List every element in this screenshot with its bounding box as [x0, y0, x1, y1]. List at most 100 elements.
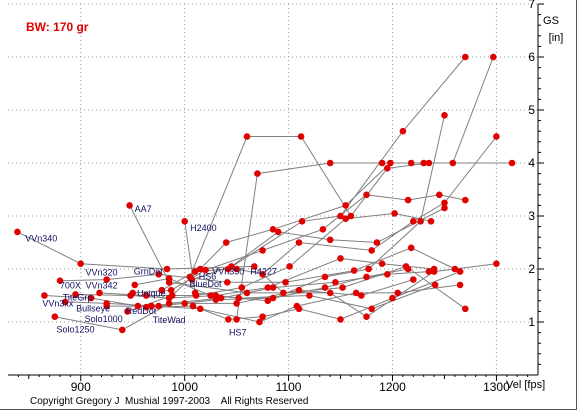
data-point-h4227 [368, 247, 376, 254]
series-label-aa7: AA7 [135, 204, 152, 214]
data-point-titewad [197, 265, 204, 273]
data-point-hs6 [297, 133, 305, 140]
data-point-hs6 [425, 159, 433, 167]
data-point-700x [192, 292, 200, 299]
data-point-700x [142, 292, 150, 299]
data-point-unique [319, 226, 327, 233]
data-point-h4227 [493, 133, 500, 140]
data-point-grndot [417, 218, 424, 225]
y-tick-label: 4 [528, 156, 535, 170]
data-point-vvn4xx [430, 265, 438, 273]
data-point-hs7 [254, 170, 261, 177]
series-label-bullseye: Bullseye [76, 303, 110, 313]
data-point-solo1000 [352, 289, 360, 297]
data-point-hs7 [407, 159, 415, 167]
series-label-titegrp: TiteGrp [63, 292, 93, 302]
data-point-solo1250 [384, 271, 391, 278]
x-tick-label: 1200 [379, 380, 406, 394]
data-point-titewad [342, 202, 350, 209]
data-point-titegrp [41, 292, 48, 299]
data-point-vvn350 [191, 268, 199, 275]
series-label-solo1000: Solo1000 [85, 314, 123, 324]
data-point-solo1250 [51, 313, 59, 321]
data-point-vvn350 [337, 212, 344, 220]
data-point-solo1000 [394, 289, 402, 297]
data-point-h2400 [431, 281, 439, 289]
data-point-titegrp [181, 300, 188, 307]
series-label-h2400: H2400 [190, 223, 217, 233]
data-point-h2400 [368, 305, 376, 313]
data-point-hs6 [243, 133, 251, 140]
data-point-bullseye [404, 265, 412, 273]
data-point-unique [363, 191, 370, 199]
data-point-unique [462, 196, 469, 204]
data-point-solo1000 [256, 318, 263, 326]
data-point-unique [167, 286, 175, 294]
data-point-bullseye [61, 298, 69, 306]
series-label-hs6: HS6 [199, 272, 217, 282]
data-point-vvn350 [462, 53, 469, 61]
data-point-hs6 [384, 165, 391, 172]
data-point-700x [342, 215, 350, 222]
series-label-vvn320: VVn320 [85, 267, 117, 277]
data-point-vvn340 [339, 284, 346, 291]
data-point-titewad [420, 159, 428, 167]
data-point-vvn320 [103, 276, 110, 283]
data-point-unique [259, 247, 266, 254]
data-point-vvn340 [163, 265, 171, 273]
data-point-bullseye [363, 273, 370, 281]
data-point-vvn320 [407, 244, 415, 252]
series-labels: VVn340 AA7 H2400 VVn320 GrnDot 700X VVn342 VVn3… [25, 204, 277, 337]
data-point-solo1000 [197, 305, 204, 313]
data-point-solo1250 [165, 300, 173, 307]
data-point-bullseye [269, 294, 277, 302]
series-line-vvn4xx [75, 257, 435, 299]
series-line-titegrp [44, 279, 414, 307]
data-point-titewad [387, 159, 394, 167]
data-point-vvn350 [298, 218, 306, 225]
data-point-titegrp [410, 276, 417, 283]
data-point-bullseye [155, 302, 162, 310]
data-point-vvn4xx [337, 255, 344, 262]
data-point-700x [96, 289, 103, 297]
data-point-grndot [365, 265, 372, 273]
data-point-h4227 [410, 218, 417, 225]
copyright-notice: Copyright Gregory J Mushial 1997-2003 Al… [30, 396, 308, 407]
data-point-bluedot [274, 228, 282, 236]
series-label-h4227: H4227 [250, 266, 277, 276]
data-point-titewad [222, 239, 230, 246]
data-point-solo1250 [217, 294, 225, 302]
data-point-grndot [441, 112, 448, 119]
data-point-h4227 [441, 199, 448, 207]
data-point-hs7 [449, 159, 457, 167]
data-point-reddot [225, 316, 232, 323]
data-point-vvn350 [399, 127, 407, 135]
series-points [14, 53, 516, 334]
data-point-vvn4xx [72, 291, 79, 298]
series-label-titewad: TiteWad [153, 315, 186, 325]
series-label-vvn340: VVn340 [25, 233, 57, 243]
data-point-vvn320 [224, 279, 231, 286]
data-point-vvn340 [251, 263, 258, 270]
y-tick-label: 6 [528, 50, 535, 64]
data-point-solo1000 [148, 302, 155, 310]
series-line-bluedot [191, 207, 445, 281]
series-label-solo1250: Solo1250 [56, 325, 94, 335]
data-point-h4227 [233, 265, 240, 273]
x-axis-label: Vel [fps] [506, 379, 545, 391]
data-point-vvn320 [282, 279, 289, 286]
data-point-aa7 [326, 289, 334, 297]
series-line-hs6 [189, 136, 429, 278]
data-point-vvn320 [350, 267, 358, 274]
data-point-solo1000 [103, 302, 110, 310]
data-point-bluedot [373, 239, 381, 246]
data-point-titewad [168, 292, 176, 299]
data-point-h4227 [295, 239, 303, 246]
data-point-h2400 [235, 294, 242, 302]
data-point-bluedot [188, 276, 196, 283]
data-point-solo1000 [293, 302, 301, 310]
series-label-reddot: RedDot [126, 306, 157, 316]
data-point-bullseye [321, 284, 329, 291]
data-point-bluedot [441, 204, 448, 212]
